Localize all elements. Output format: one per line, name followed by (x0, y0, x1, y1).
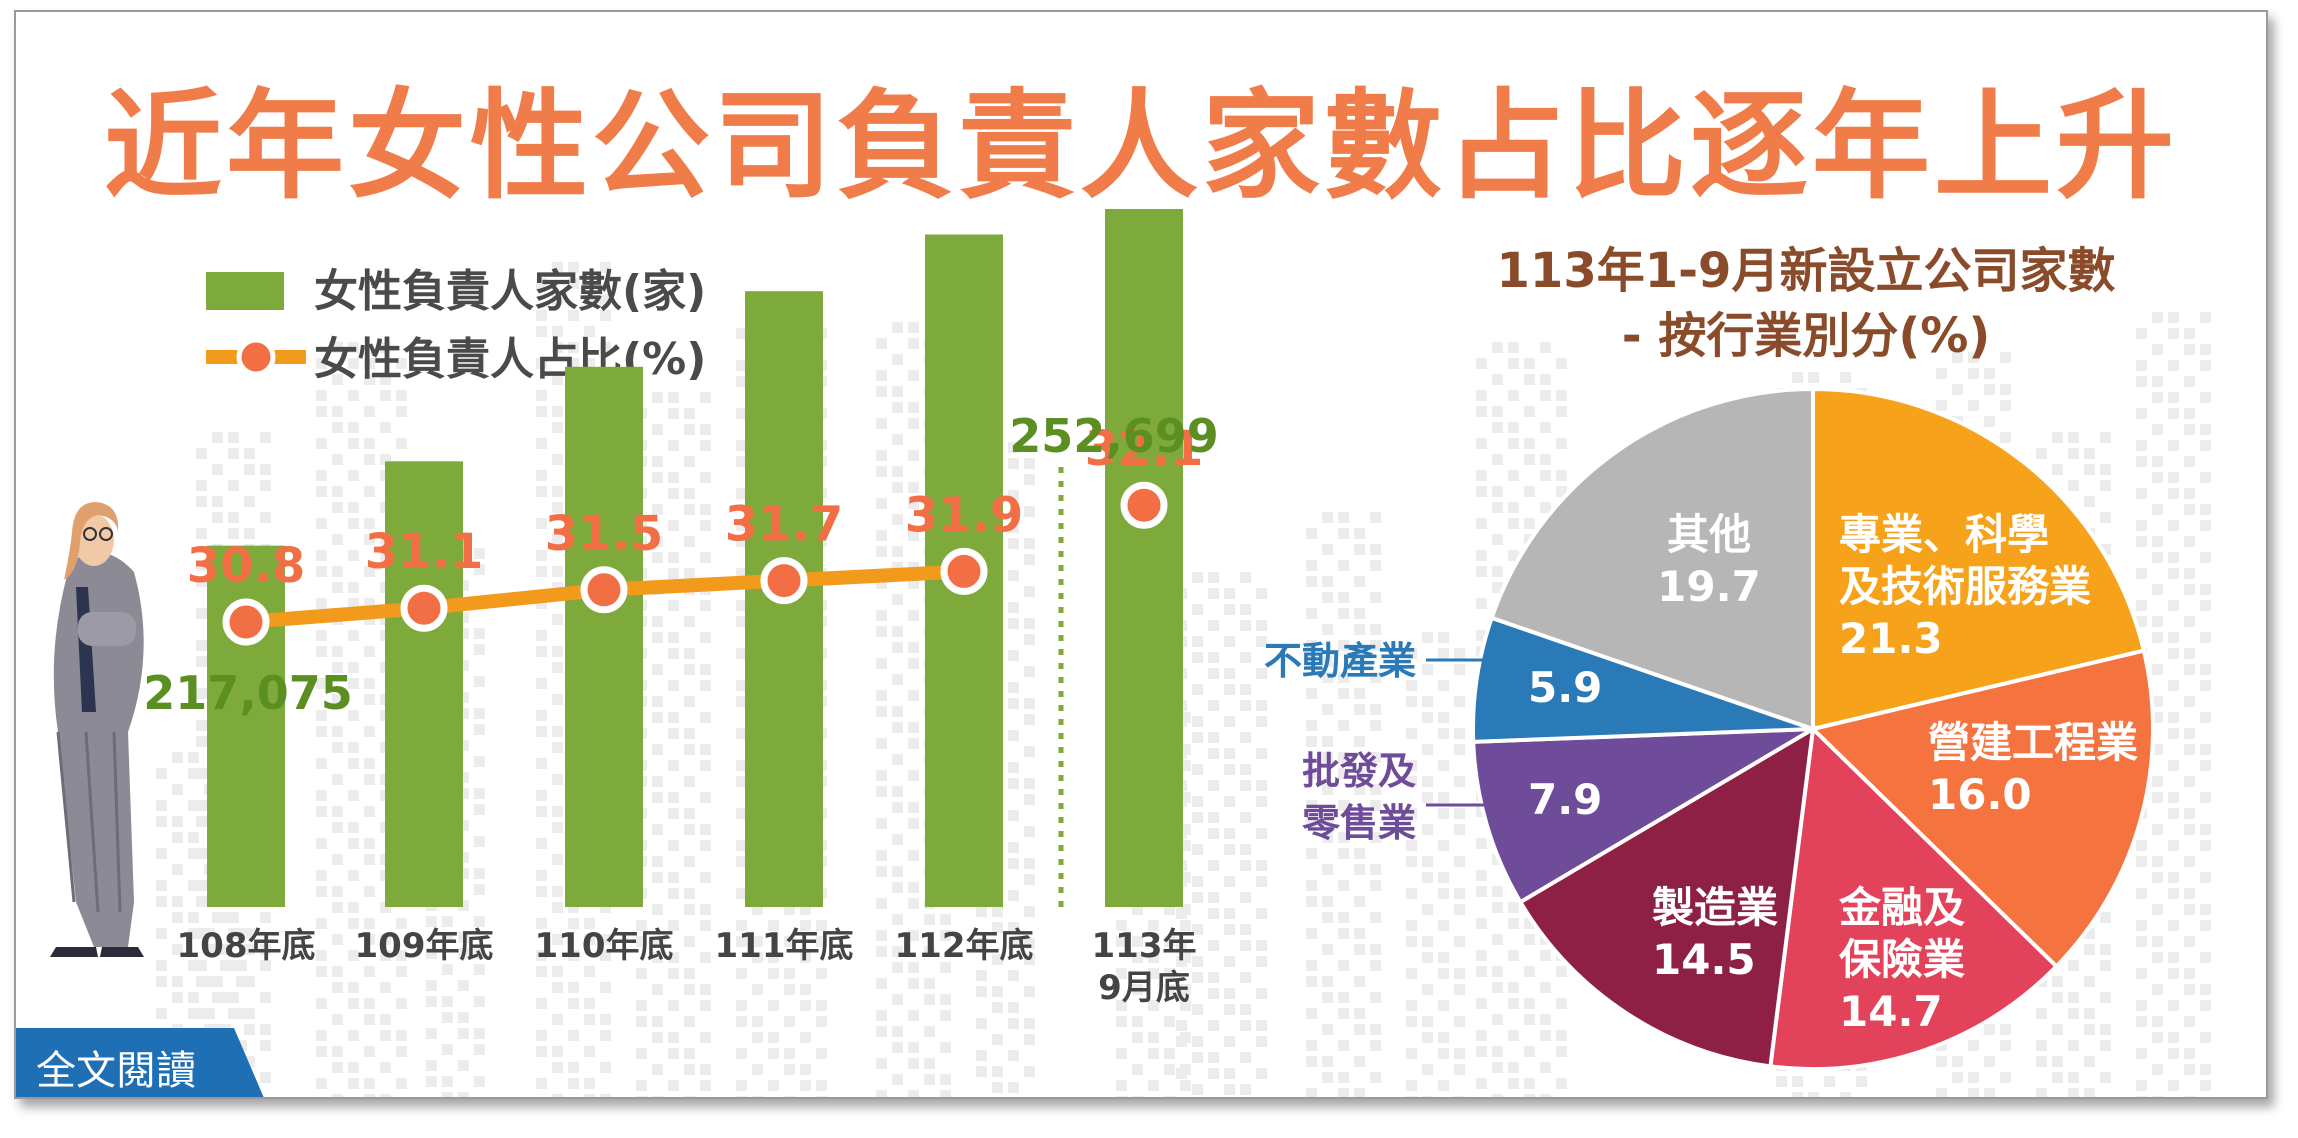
pie-outside-label: 批發及 (1302, 749, 1416, 793)
leader-dot (1488, 654, 1500, 666)
read-more-label[interactable]: 全文閱讀 (36, 1048, 196, 1094)
background-building (1406, 632, 1465, 1097)
pie-slice-label: 金融及 (1838, 883, 1965, 932)
label-female-count: 252,699 (1009, 409, 1219, 463)
bar-female-count (385, 461, 463, 907)
x-tick-label: 108年底 (177, 926, 316, 966)
x-tick-label: 113年 (1092, 926, 1197, 966)
pie-slice-value: 14.5 (1652, 935, 1756, 984)
pie-slice-label: 營建工程業 (1928, 718, 2138, 767)
label-female-share: 31.7 (725, 497, 843, 553)
pie-slice-value: 16.0 (1928, 770, 2032, 819)
point-female-share (222, 598, 270, 646)
line-segment-share (603, 573, 785, 597)
legend-line-label: 女性負責人占比(%) (314, 334, 706, 385)
pie-slice (1489, 386, 1815, 732)
x-tick-label: 109年底 (355, 926, 494, 966)
point-female-share (940, 547, 988, 595)
pie-slice-value: 21.3 (1839, 614, 1943, 663)
bar-female-count (565, 366, 643, 907)
pie-slice-value: 7.9 (1528, 775, 1602, 824)
pie-slice-label: 及技術服務業 (1839, 562, 2091, 611)
x-tick-label: 110年底 (535, 926, 674, 966)
pie-slice-label: 其他 (1667, 510, 1751, 559)
point-female-share (1120, 481, 1168, 529)
line-segment-share (245, 601, 425, 629)
point-female-share (580, 566, 628, 614)
pie-subtitle: - 按行業別分(%) (1622, 308, 1991, 364)
label-female-share: 32.1 (1085, 421, 1203, 477)
pie-outside-label: 零售業 (1302, 801, 1416, 845)
label-female-share: 31.9 (905, 487, 1023, 543)
pie-slice (1517, 725, 1816, 1069)
read-more-button[interactable] (16, 1028, 264, 1097)
charts-canvas: 女性負責人家數(家) 女性負責人占比(%) 30.8 31.1 31.5 31.7 31… (16, 208, 2155, 1097)
bar-chart: 30.8 31.1 31.5 31.7 31.9 32.1 217,075 252,699 10… (143, 208, 1219, 1008)
pie-slice (1471, 615, 1814, 744)
infographic-frame: 近年女性公司負責人家數占比逐年上升 女性負責人家數(家) 女性負責人占比(%) … (14, 10, 2268, 1099)
pie-slice (1808, 648, 2155, 970)
label-female-count: 217,075 (143, 666, 353, 720)
legend-dot-swatch (236, 337, 276, 377)
legend-bar-label: 女性負責人家數(家) (314, 266, 706, 317)
pie-slice (1768, 724, 2060, 1071)
pie-slice-label: 專業、科學 (1839, 510, 2049, 559)
background-building (636, 392, 711, 1097)
x-tick-label: 112年底 (895, 926, 1034, 966)
x-tick-label: 111年底 (715, 926, 854, 966)
pie-title: 113年1-9月新設立公司家數 (1497, 243, 2116, 299)
pie-slice-value: 5.9 (1528, 663, 1602, 712)
x-tick-label: 9月底 (1098, 968, 1190, 1008)
pie-slice (1811, 386, 2147, 732)
pie-slice (1471, 727, 1815, 905)
point-female-share (400, 584, 448, 632)
bar-chart-legend: 女性負責人家數(家) 女性負責人占比(%) (206, 266, 706, 385)
label-female-share: 30.8 (187, 538, 305, 594)
point-female-share (760, 557, 808, 605)
pie-slice-label: 製造業 (1652, 883, 1778, 932)
pie-slice-value: 19.7 (1657, 562, 1761, 611)
pie-slice-label: 保險業 (1839, 935, 1965, 984)
bar-female-count (1105, 208, 1183, 907)
label-female-share: 31.5 (545, 506, 663, 562)
label-female-share: 31.1 (365, 524, 483, 580)
background-building (1306, 512, 1381, 1097)
page-title: 近年女性公司負責人家數占比逐年上升 (103, 77, 2178, 215)
pie-outside-label: 不動產業 (1264, 639, 1416, 683)
pie-slice-value: 14.7 (1839, 987, 1943, 1036)
line-segment-share (783, 564, 965, 588)
line-segment-share (423, 582, 605, 616)
leader-dot (1495, 799, 1507, 811)
legend-bar-swatch (206, 272, 284, 310)
woman-illustration (50, 502, 144, 957)
